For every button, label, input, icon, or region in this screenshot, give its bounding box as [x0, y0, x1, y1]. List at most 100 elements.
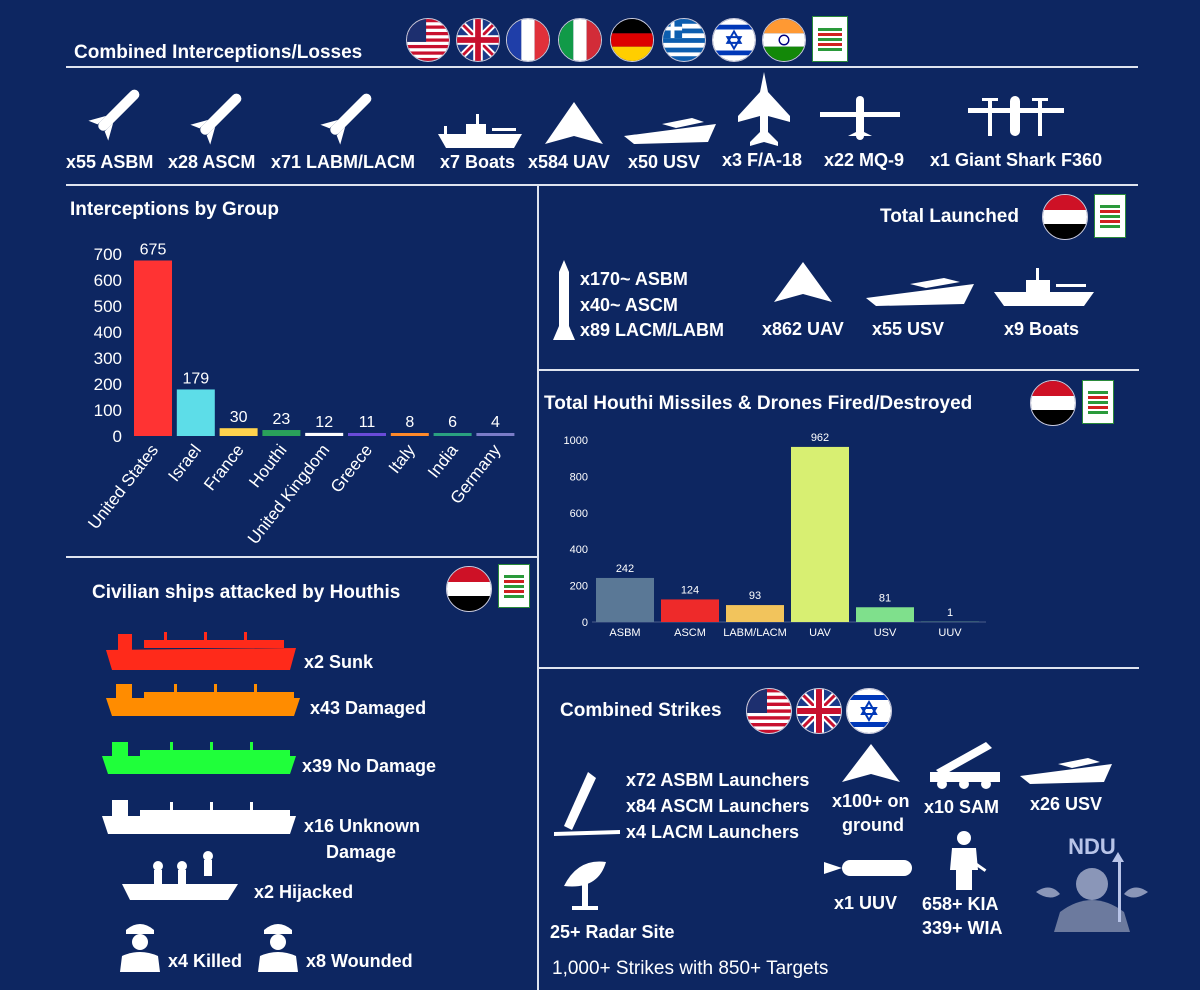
data-label: 242 — [616, 563, 634, 575]
houthi-emblem-icon — [1094, 194, 1126, 238]
losses-divider — [66, 184, 1138, 186]
launched-uav: x862 UAV — [762, 319, 844, 339]
category-label: United States — [84, 441, 162, 533]
data-label: 23 — [273, 411, 291, 428]
category-label: UUV — [938, 627, 962, 639]
data-label: 93 — [749, 590, 761, 602]
vtol-drone-icon — [966, 92, 1066, 142]
right-divider-2 — [539, 667, 1139, 669]
category-label: Greece — [327, 441, 376, 497]
data-label: 30 — [230, 409, 248, 426]
ships-damaged-label: x43 Damaged — [310, 698, 427, 718]
y-tick-label: 200 — [570, 581, 588, 593]
yemen-flag-icon — [446, 566, 492, 612]
y-tick-label: 100 — [94, 401, 122, 420]
category-label: Israel — [164, 441, 205, 485]
drone-icon — [543, 100, 605, 148]
loss-label-boats: x7 Boats — [440, 152, 516, 172]
left-mid-divider — [66, 556, 537, 558]
bar-united-states — [134, 260, 172, 436]
uk-flag-icon — [456, 18, 500, 62]
launched-ascm: x40~ ASCM — [580, 295, 678, 315]
y-tick-label: 800 — [570, 471, 588, 483]
loss-label-labm: x71 LABM/LACM — [271, 152, 416, 172]
unknown-ship-icon — [100, 796, 298, 836]
bar-labm-lacm — [726, 605, 784, 622]
data-label: 8 — [405, 414, 414, 431]
bar-uav — [791, 446, 849, 622]
losses-title: Combined Interceptions/Losses — [74, 42, 363, 63]
bar-greece — [348, 433, 386, 436]
sailor-wounded-icon — [256, 918, 300, 972]
missile-icon — [312, 82, 384, 152]
launched-lacm: x89 LACM/LABM — [580, 320, 725, 340]
soldier-icon — [940, 830, 990, 890]
data-label: 6 — [448, 414, 457, 431]
wounded-label: x8 Wounded — [306, 951, 413, 971]
data-label: 675 — [140, 242, 167, 259]
category-label: ASBM — [609, 627, 640, 639]
interceptions-bar-chart: 0 100 200 300 400 500 600 700 675 United States 17… — [84, 242, 515, 548]
ships-no-damage-label: x39 No Damage — [302, 756, 437, 776]
bar-ascm — [661, 599, 719, 622]
y-tick-label: 500 — [94, 297, 122, 316]
undamaged-ship-icon — [100, 738, 298, 776]
y-tick-label: 300 — [94, 349, 122, 368]
y-tick-label: 400 — [94, 323, 122, 342]
y-tick-label: 1000 — [564, 435, 588, 447]
right-divider-1 — [539, 369, 1139, 371]
bar-usv — [856, 607, 914, 622]
data-label: 12 — [315, 414, 333, 431]
poseidon-logo-icon: NDU — [1030, 832, 1154, 936]
ascm-launchers-label: x84 ASCM Launchers — [626, 796, 810, 816]
bar-israel — [176, 389, 215, 436]
speedboat-icon — [864, 270, 976, 308]
launched-title: Total Launched — [880, 206, 1019, 227]
drones-ground-label-2: ground — [842, 815, 904, 835]
category-label: United Kingdom — [244, 441, 333, 548]
category-label: USV — [874, 627, 897, 639]
category-label: ASCM — [674, 627, 706, 639]
bar-france — [219, 428, 258, 436]
sam-label: x10 SAM — [924, 797, 1000, 817]
bar-united-kingdom — [305, 432, 344, 436]
y-tick-label: 600 — [94, 271, 122, 290]
y-tick-label: 600 — [570, 508, 588, 520]
us-flag-icon — [406, 18, 450, 62]
speedboat-icon — [622, 110, 718, 146]
strikes-summary: 1,000+ Strikes with 850+ Targets — [552, 958, 829, 979]
interceptions-chart-title: Interceptions by Group — [70, 199, 280, 220]
ships-unknown-label: x16 Unknown — [304, 816, 421, 836]
drone-icon — [772, 260, 834, 306]
missile-icon — [80, 78, 152, 148]
launched-usv: x55 USV — [872, 319, 945, 339]
y-tick-label: 0 — [582, 617, 588, 629]
bar-germany — [476, 433, 515, 436]
houthi-chart-title: Total Houthi Missiles & Drones Fired/Des… — [544, 393, 973, 414]
data-label: 124 — [681, 584, 699, 596]
houthi-emblem-icon — [1082, 380, 1114, 424]
yemen-flag-icon — [1030, 380, 1076, 426]
killed-label: x4 Killed — [168, 951, 243, 971]
y-tick-label: 0 — [113, 427, 122, 446]
israel-flag-icon — [846, 688, 892, 734]
strikes-usv-label: x26 USV — [1030, 794, 1103, 814]
category-label: India — [424, 440, 462, 481]
missile-icon — [182, 82, 254, 152]
missile-launcher-icon — [552, 770, 622, 836]
top-divider — [66, 66, 1138, 68]
data-label: 11 — [359, 414, 376, 431]
sailor-killed-icon — [118, 918, 162, 972]
uuv-label: x1 UUV — [834, 893, 898, 913]
category-label: Italy — [385, 440, 419, 477]
us-flag-icon — [746, 688, 792, 734]
strikes-title: Combined Strikes — [560, 700, 722, 721]
kia-label: 658+ KIA — [922, 894, 999, 914]
ballistic-missile-icon — [552, 260, 576, 342]
uk-flag-icon — [796, 688, 842, 734]
hijacked-boat-icon — [120, 848, 240, 902]
houthi-emblem-icon — [498, 564, 530, 608]
israel-flag-icon — [712, 18, 756, 62]
loss-label-usv: x50 USV — [628, 152, 701, 172]
india-flag-icon — [762, 18, 806, 62]
